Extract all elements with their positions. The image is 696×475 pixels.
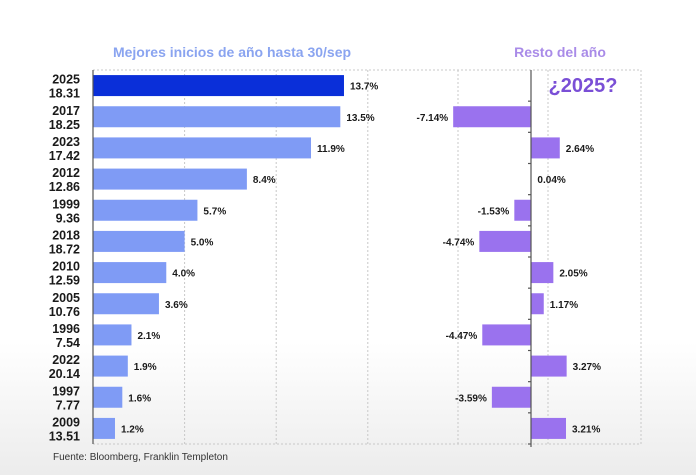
right-bar-value-label: 3.27% [573, 362, 601, 373]
category-year-label: 1999 [52, 197, 80, 211]
right-bar-value-label: -1.53% [478, 206, 510, 217]
left-bar [93, 386, 123, 408]
category-value-label: 13.51 [49, 429, 80, 443]
category-year-label: 2012 [52, 166, 80, 180]
right-bar-value-label: -4.74% [443, 237, 475, 248]
right-bar-value-label: -3.59% [455, 393, 487, 404]
left-panel-title: Mejores inicios de año hasta 30/sep [113, 44, 351, 60]
left-bar-value-label: 13.7% [350, 82, 378, 93]
category-value-label: 10.76 [49, 305, 80, 319]
category-value-label: 12.86 [49, 180, 80, 194]
category-year-label: 1996 [52, 322, 80, 336]
right-bar-value-label: 2.05% [559, 269, 587, 280]
category-year-label: 2025 [52, 73, 80, 87]
gridlines [93, 69, 642, 445]
right-bar [491, 386, 531, 408]
category-value-label: 17.42 [49, 149, 80, 163]
left-bar [93, 199, 198, 221]
left-bar-value-label: 3.6% [165, 300, 188, 311]
category-value-label: 20.14 [49, 367, 80, 381]
left-bar-value-label: 1.2% [121, 424, 144, 435]
category-value-label: 18.25 [49, 118, 80, 132]
right-bar [531, 137, 560, 159]
category-value-label: 18.31 [49, 87, 80, 101]
left-bar-value-label: 13.5% [346, 113, 374, 124]
right-bars: -7.14% 2.64% 0.04% -1.53% -4.74% 2.05% 1.17% -4… [416, 106, 601, 439]
axes [92, 70, 532, 447]
category-year-label: 2010 [52, 260, 80, 274]
right-bar [531, 293, 544, 315]
left-bar-value-label: 1.6% [128, 393, 151, 404]
category-value-label: 9.36 [56, 211, 80, 225]
left-bar [93, 324, 132, 346]
right-bar-value-label: 0.04% [537, 175, 565, 186]
category-year-label: 1997 [52, 384, 80, 398]
category-year-label: 2023 [52, 135, 80, 149]
left-bar-value-label: 5.0% [191, 237, 214, 248]
left-bar [93, 417, 115, 439]
category-year-label: 2022 [52, 353, 80, 367]
category-value-label: 7.77 [56, 398, 80, 412]
right-bar-value-label: 2.64% [566, 144, 594, 155]
right-bar-value-label: -4.47% [446, 331, 478, 342]
right-bar-value-label: 1.17% [550, 300, 578, 311]
category-value-label: 18.72 [49, 242, 80, 256]
right-bar [482, 324, 531, 346]
category-value-label: 12.59 [49, 274, 80, 288]
right-bar [531, 262, 554, 284]
left-bar-value-label: 1.9% [134, 362, 157, 373]
right-bar-value-label: -7.14% [416, 113, 448, 124]
left-bar-value-label: 2.1% [137, 331, 160, 342]
left-bar [93, 262, 167, 284]
right-bar [531, 355, 567, 377]
right-bar [453, 106, 531, 128]
left-bar-value-label: 4.0% [172, 269, 195, 280]
left-bar [93, 168, 247, 190]
left-bar [93, 106, 341, 128]
left-bar [93, 293, 159, 315]
left-bar [93, 137, 312, 159]
left-bar [93, 230, 185, 252]
right-bar-value-label: 3.21% [572, 424, 600, 435]
left-bar [93, 355, 128, 377]
annotation-2025: ¿2025? [549, 75, 618, 97]
left-bar-value-label: 8.4% [253, 175, 276, 186]
category-year-label: 2018 [52, 228, 80, 242]
right-bar [514, 199, 531, 221]
category-year-label: 2005 [52, 291, 80, 305]
right-bar [531, 417, 566, 439]
source-note: Fuente: Bloomberg, Franklin Templeton [53, 452, 228, 463]
left-bar-value-label: 5.7% [203, 206, 226, 217]
category-value-label: 7.54 [56, 336, 80, 350]
category-year-label: 2009 [52, 415, 80, 429]
right-panel-title: Resto del año [514, 44, 606, 60]
left-bar [93, 75, 344, 97]
category-year-label: 2017 [52, 104, 80, 118]
left-bar-value-label: 11.9% [317, 144, 345, 155]
right-bar [479, 230, 531, 252]
